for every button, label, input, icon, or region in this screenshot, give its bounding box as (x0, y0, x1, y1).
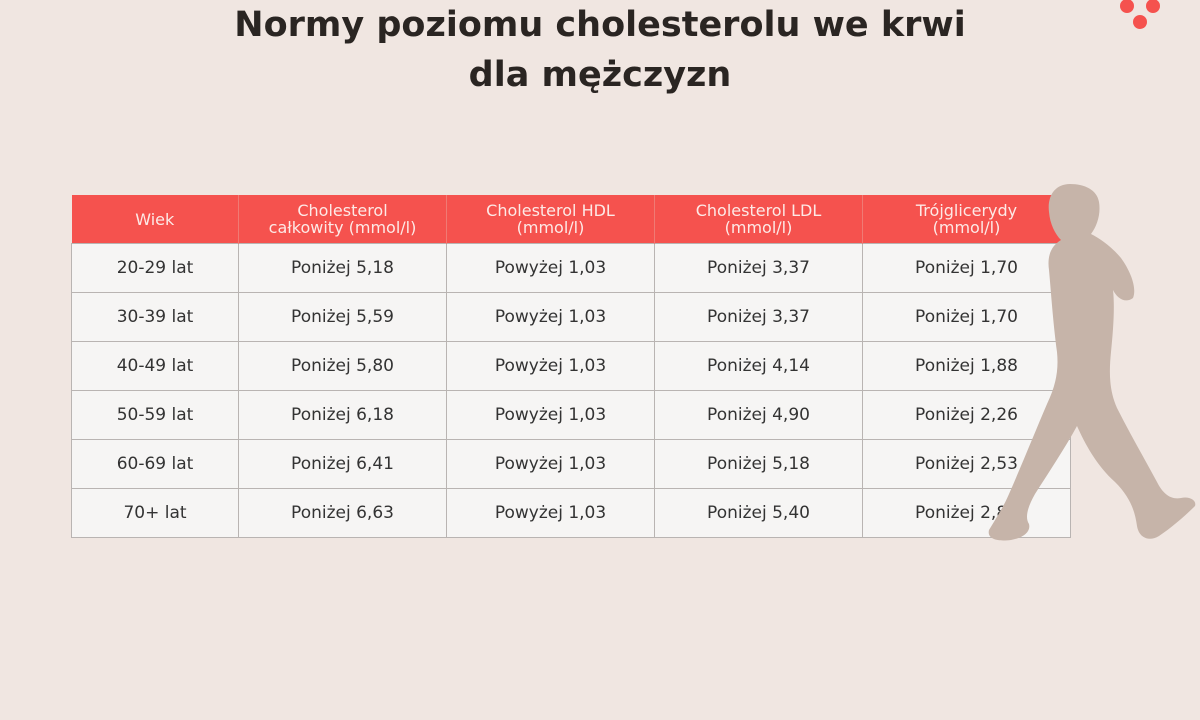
header-row: Wiek Cholesterol całkowity (mmol/l) Choles… (71, 195, 1071, 244)
table-row: 40-49 lat Poniżej 5,80 Powyżej 1,03 Poniżej… (71, 341, 1071, 391)
table-cell: Poniżej 6,41 (238, 439, 447, 489)
table-header: Wiek Cholesterol całkowity (mmol/l) Choles… (71, 195, 1071, 244)
title: Normy poziomu cholesterolu we krwi dla m… (234, 5, 966, 95)
table-cell: 60-69 lat (71, 439, 239, 489)
table-cell: 20-29 lat (71, 243, 239, 293)
table-cell: 40-49 lat (71, 341, 239, 391)
table-cell: Poniżej 5,18 (654, 439, 863, 489)
table-row: 60-69 lat Poniżej 6,41 Powyżej 1,03 Poniżej… (71, 439, 1071, 489)
table-cell: Poniżej 3,37 (654, 292, 863, 342)
column-header: Cholesterol HDL (mmol/l) (446, 195, 655, 244)
table-cell: Poniżej 5,59 (238, 292, 447, 342)
table-row: 20-29 lat Poniżej 5,18 Powyżej 1,03 Poniżej… (71, 243, 1071, 293)
table-cell: Powyżej 1,03 (446, 390, 655, 440)
table-cell: Powyżej 1,03 (446, 243, 655, 293)
table-body: 20-29 lat Poniżej 5,18 Powyżej 1,03 Poniżej… (71, 243, 1071, 538)
table-cell: Poniżej 4,90 (654, 390, 863, 440)
column-header: Wiek (71, 195, 239, 244)
table-cell: Poniżej 6,18 (238, 390, 447, 440)
table-cell: Poniżej 5,18 (238, 243, 447, 293)
table-cell: Poniżej 2,82 (862, 488, 1071, 538)
table-row: 30-39 lat Poniżej 5,59 Powyżej 1,03 Poniżej… (71, 292, 1071, 342)
table-cell: Poniżej 5,80 (238, 341, 447, 391)
table-row: 70+ lat Poniżej 6,63 Powyżej 1,03 Poniżej 5… (71, 488, 1071, 538)
table-cell: Poniżej 1,88 (862, 341, 1071, 391)
table-cell: 50-59 lat (71, 390, 239, 440)
table-cell: Poniżej 4,14 (654, 341, 863, 391)
column-header: Trójglicerydy (mmol/l) (862, 195, 1071, 244)
table-cell: Poniżej 6,63 (238, 488, 447, 538)
table-cell: 30-39 lat (71, 292, 239, 342)
table-cell: Powyżej 1,03 (446, 341, 655, 391)
man-silhouette (988, 184, 1196, 541)
table-row: 50-59 lat Poniżej 6,18 Powyżej 1,03 Poniżej… (71, 390, 1071, 440)
table-cell: Powyżej 1,03 (446, 292, 655, 342)
table-cell: Powyżej 1,03 (446, 439, 655, 489)
table-cell: Powyżej 1,03 (446, 488, 655, 538)
table-cell: Poniżej 1,70 (862, 292, 1071, 342)
column-header: Cholesterol całkowity (mmol/l) (238, 195, 447, 244)
table-cell: Poniżej 3,37 (654, 243, 863, 293)
table-cell: 70+ lat (71, 488, 239, 538)
table-cell: Poniżej 5,40 (654, 488, 863, 538)
cholesterol-table: Wiek Cholesterol całkowity (mmol/l) Choles… (71, 195, 1071, 538)
column-header: Cholesterol LDL (mmol/l) (654, 195, 863, 244)
logo (1120, 0, 1160, 29)
